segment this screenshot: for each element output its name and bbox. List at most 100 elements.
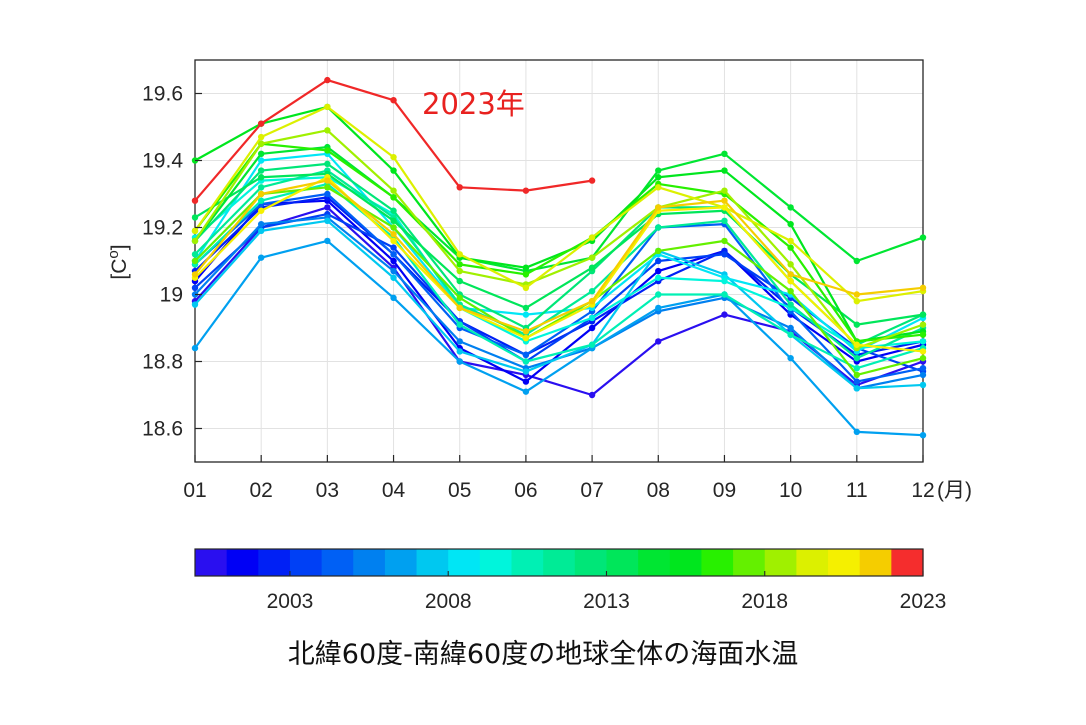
series-line (194, 105, 924, 343)
series-line (194, 206, 924, 397)
data-point (456, 277, 463, 285)
data-point (522, 304, 530, 312)
data-point (721, 217, 728, 224)
colorbar-segment (859, 549, 892, 576)
chart-title: 北緯60度-南緯60度の地球全体の海面水温 (288, 639, 798, 670)
colorbar-segment (701, 549, 734, 576)
data-point (257, 120, 265, 127)
data-point (522, 358, 530, 365)
colorbar-segment (796, 549, 829, 576)
series-line (194, 172, 924, 326)
series-line (194, 179, 924, 333)
y-tick-label: 19.2 (142, 217, 183, 240)
x-tick-label: 01 (183, 479, 206, 502)
data-point (522, 351, 530, 358)
series-2011 (191, 180, 927, 372)
colorbar-segment (543, 549, 576, 576)
x-tick-label: 11 (846, 479, 868, 502)
data-point (522, 378, 530, 385)
data-point (324, 160, 331, 168)
data-point (191, 237, 199, 245)
data-point (390, 267, 397, 275)
data-point (522, 334, 530, 342)
y-tick-label: 19.6 (142, 83, 183, 106)
x-tick-label: 09 (713, 479, 736, 502)
y-tick-label: 19 (160, 284, 183, 307)
y-tick-label: 18.8 (142, 351, 183, 374)
colorbar-tick-label: 2008 (425, 590, 472, 613)
data-point (191, 284, 199, 291)
colorbar (194, 548, 924, 577)
data-point (721, 277, 728, 285)
data-point (390, 187, 397, 194)
series-line (194, 192, 924, 383)
series-2005 (191, 190, 927, 385)
colorbar-segment (353, 549, 386, 576)
x-tick-label: 03 (316, 479, 339, 502)
x-tick-label: 07 (580, 479, 603, 502)
data-point (721, 291, 728, 298)
data-point (919, 321, 927, 328)
data-point (324, 204, 331, 211)
data-point (191, 251, 199, 258)
x-tick-label: 02 (250, 479, 273, 502)
data-point (522, 187, 530, 194)
data-point (655, 167, 662, 174)
colorbar-segment (574, 549, 608, 576)
colorbar-segment (828, 549, 861, 576)
data-point (787, 244, 794, 251)
data-point (522, 271, 530, 278)
data-point (456, 304, 463, 312)
data-point (324, 177, 331, 184)
data-point (655, 224, 662, 231)
data-point (787, 287, 794, 295)
colorbar-segment (258, 549, 291, 576)
colorbar-segment (511, 549, 544, 576)
data-point (456, 267, 463, 275)
data-point (390, 194, 397, 201)
colorbar-frame (194, 548, 924, 577)
data-point (456, 294, 463, 302)
data-point (257, 197, 265, 204)
colorbar-segment (226, 549, 259, 576)
x-tick-label: 10 (779, 479, 802, 502)
data-point (588, 234, 596, 241)
y-axis: 18.6 18.8 19 19.2 19.4 19.6 (142, 83, 202, 441)
data-point (324, 147, 331, 154)
data-point (522, 388, 530, 395)
data-point (588, 314, 596, 322)
data-point (324, 237, 331, 245)
data-point (655, 204, 662, 211)
data-point (456, 184, 463, 191)
annotation-2023: 2023年 (422, 87, 525, 121)
colorbar-segment (669, 549, 703, 576)
data-point (919, 432, 927, 439)
data-point (456, 348, 463, 355)
colorbar-tick-label: 2013 (583, 590, 630, 613)
data-point (721, 311, 728, 318)
data-point (191, 257, 199, 265)
data-point (787, 271, 794, 278)
data-point (787, 261, 794, 268)
y-axis-label-sup: o (105, 250, 122, 258)
data-point (853, 321, 861, 328)
series-line (194, 142, 924, 343)
x-axis-unit: (月) (937, 479, 972, 502)
data-point (390, 217, 397, 224)
data-point (655, 304, 662, 312)
data-point (655, 291, 662, 298)
data-point (853, 354, 861, 362)
y-tick-label: 18.6 (142, 418, 183, 441)
data-point (522, 284, 530, 291)
data-point (588, 341, 596, 348)
colorbar-segment (416, 549, 449, 576)
data-point (324, 190, 331, 198)
colorbar-segment (479, 549, 513, 576)
data-point (853, 378, 861, 385)
colorbar-segment (638, 549, 671, 576)
data-point (721, 187, 728, 194)
data-point (257, 207, 265, 214)
data-point (390, 251, 397, 258)
data-point (655, 184, 662, 191)
